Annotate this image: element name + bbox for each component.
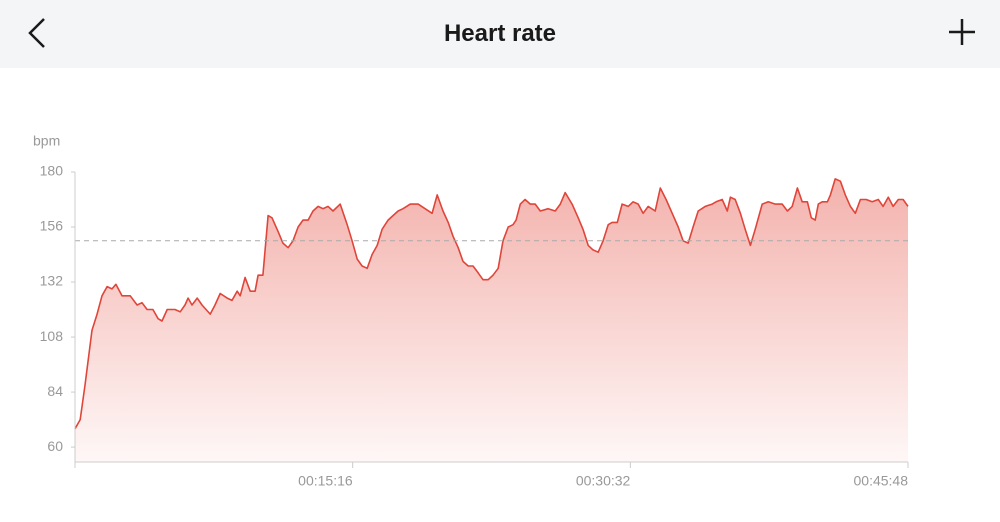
- y-tick-label: 60: [47, 438, 63, 454]
- top-bar: Heart rate: [0, 0, 1000, 68]
- page-title: Heart rate: [443, 20, 557, 47]
- x-tick-label: 00:15:16: [298, 473, 353, 489]
- back-button[interactable]: [28, 18, 45, 48]
- y-tick-label: 84: [47, 383, 63, 399]
- x-tick-label: 00:30:32: [576, 473, 631, 489]
- x-tick-label: 00:45:48: [854, 473, 909, 489]
- add-button[interactable]: [949, 19, 975, 45]
- y-tick-label: 180: [40, 163, 64, 179]
- area-fill: [75, 178, 908, 462]
- y-tick-label: 108: [40, 328, 64, 344]
- y-tick-label: 156: [40, 218, 64, 234]
- y-tick-label: 132: [40, 273, 64, 289]
- header-icons: [28, 18, 975, 48]
- y-axis-label: bpm: [33, 133, 60, 149]
- chart: bpm 60 84 108 132 156 180 00:15:16 00:30:32 00:4…: [33, 133, 909, 489]
- heart-rate-line: [74, 178, 909, 430]
